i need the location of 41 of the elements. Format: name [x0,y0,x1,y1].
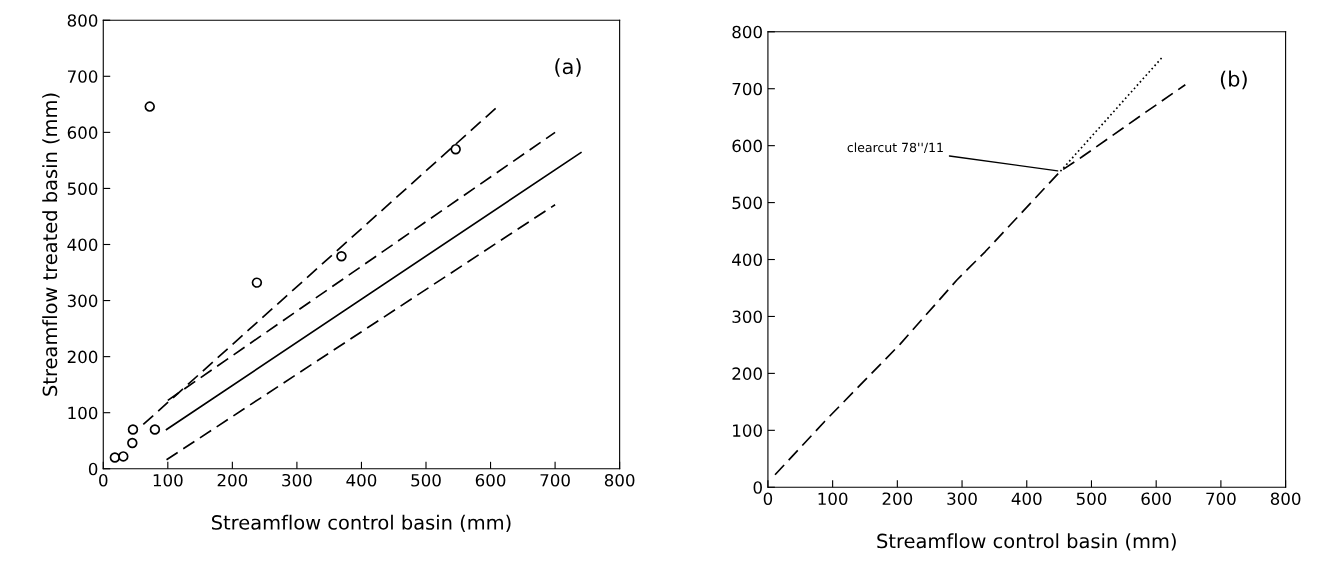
y-tick-label: 600 [67,126,98,139]
x-tick-label: 400 [1011,492,1042,506]
x-tick-label: 800 [604,473,635,487]
x-tick-label: 600 [475,473,506,487]
y-tick-label: 800 [732,25,762,39]
x-tick-label: 0 [99,473,108,487]
y-axis-title: Streamflow treated basin (mm) [42,93,60,396]
x-tick-label: 200 [217,473,248,487]
y-tick-label: 100 [733,424,762,437]
y-tick-label: 700 [67,70,98,83]
y-tick-label: 700 [732,82,762,96]
annotation: clearcut 78''/11 [847,142,943,154]
x-axis-title: Streamflow control basin (mm) [877,533,1176,551]
x-tick-label: 700 [540,473,570,487]
y-tick-label: 500 [732,196,762,210]
x-tick-label: 500 [411,473,441,487]
x-tick-label: 800 [1270,492,1301,506]
y-tick-label: 500 [67,182,98,195]
x-tick-label: 500 [1076,492,1107,506]
x-tick-label: 100 [153,473,183,487]
x-tick-label: 300 [947,492,977,506]
x-axis-title: Streamflow control basin (mm) [211,514,511,533]
y-tick-label: 400 [732,253,762,267]
y-tick-label: 200 [67,350,98,364]
y-tick-label: 200 [732,367,762,380]
y-tick-label: 400 [67,238,98,252]
x-tick-label: 700 [1206,492,1236,506]
x-tick-label: 0 [763,492,773,506]
y-tick-label: 0 [88,462,98,476]
x-tick-label: 200 [882,492,913,506]
y-tick-label: 300 [732,310,762,324]
annotation: (b) [1220,70,1247,90]
x-tick-label: 600 [1141,492,1171,506]
x-tick-label: 400 [346,473,377,487]
y-tick-label: 600 [732,139,762,153]
annotation: (a) [555,58,581,77]
x-tick-label: 300 [282,473,312,487]
y-tick-label: 800 [67,14,98,27]
x-tick-label: 100 [818,492,848,506]
y-tick-label: 100 [68,406,98,420]
y-tick-label: 300 [67,294,98,308]
